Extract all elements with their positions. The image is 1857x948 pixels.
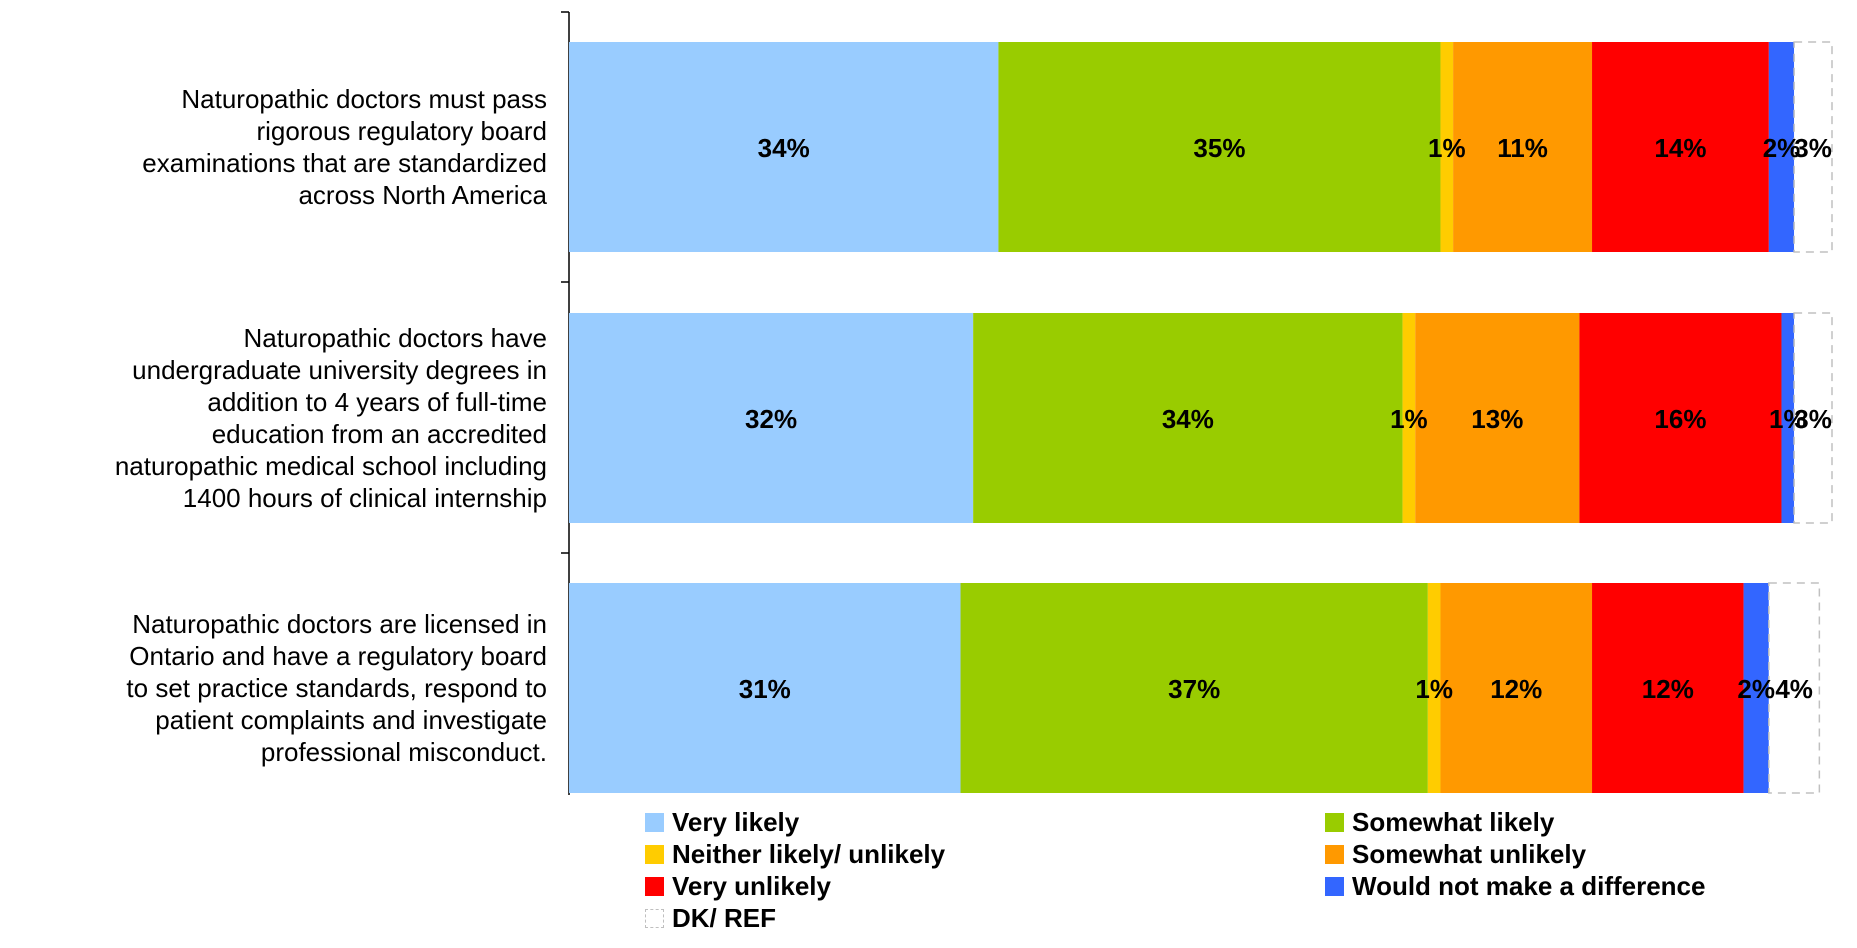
category-label-line: education from an accredited [211,419,547,449]
category-label-line: rigorous regulatory board [256,116,548,146]
legend-swatch [645,908,664,928]
legend-swatch [1325,812,1344,832]
bar-segment [1440,42,1454,252]
category-label-line: undergraduate university degrees in [132,355,547,385]
data-label: 2% [1737,674,1775,704]
category-label-line: 1400 hours of clinical internship [182,483,547,513]
legend-item: DK/ REF [645,902,776,934]
category-label-line: naturopathic medical school including [114,451,547,481]
bars [569,41,1833,794]
legend-swatch [645,812,664,832]
category-label: Naturopathic doctors must pass rigorous r… [0,83,547,211]
legend-swatch [645,876,664,896]
category-label-line: across North America [298,180,547,210]
data-label: 1% [1390,404,1428,434]
bar-segment [1768,42,1795,252]
legend-swatch [1325,876,1344,896]
legend-label: Somewhat likely [1352,806,1555,837]
bar-segment [569,313,974,523]
bar-segment [960,583,1428,793]
legend-label: Very likely [672,806,800,837]
bar-segment [973,313,1403,523]
category-label-line: professional misconduct. [260,737,547,767]
legend-swatch [1325,844,1344,864]
data-label: 12% [1490,674,1542,704]
bar-segment [1592,42,1769,252]
data-label: 3% [1794,133,1832,163]
category-label-line: to set practice standards, respond to [126,673,547,703]
data-label: 1% [1769,404,1807,434]
legend-item: Somewhat likely [1325,806,1554,838]
data-labels: 34% 35% 1% 11% 14% 2%3%32% 34% 1% 13% 16% 1%3%31% 3… [739,133,1832,704]
bar-segment [1579,313,1782,523]
category-label-line: Naturopathic doctors are licensed in [132,609,547,639]
legend-item: Very unlikely [645,870,831,902]
category-label-line: Naturopathic doctors must pass [181,84,547,114]
legend-label: Would not make a difference [1352,870,1706,901]
y-axis [561,11,570,795]
category-label-line: addition to 4 years of full-time [207,387,547,417]
bar-segment [1793,312,1833,524]
bar-segment [1415,313,1580,523]
data-label: 35% [1193,133,1245,163]
legend-item: Very likely [645,806,799,838]
legend-item: Somewhat unlikely [1325,838,1586,870]
category-label-line: Ontario and have a regulatory board [129,641,547,671]
bar-segment [1402,313,1416,523]
bar-segment [1440,583,1593,793]
data-label: 13% [1471,404,1523,434]
category-label-line: patient complaints and investigate [155,705,547,735]
data-label: 34% [758,133,810,163]
data-label: 1% [1428,133,1466,163]
data-label: 12% [1642,674,1694,704]
bar-segment [1592,583,1744,793]
data-label: 4% [1775,674,1813,704]
legend-label: Neither likely/ unlikely [672,838,946,869]
bar-segment [1768,582,1821,794]
legend-label: Very unlikely [672,870,831,901]
bar-segment [1743,583,1769,793]
legend-swatch [645,844,664,864]
data-label: 11% [1497,133,1548,163]
data-label: 32% [745,404,797,434]
bar-segment [569,42,999,252]
category-label: Naturopathic doctors have undergraduate u… [0,322,547,514]
bar-segment [1793,41,1833,253]
data-label: 31% [739,674,791,704]
category-label: Naturopathic doctors are licensed in Onta… [0,608,547,768]
data-label: 3% [1794,404,1832,434]
data-label: 37% [1168,674,1220,704]
legend-label: Somewhat unlikely [1352,838,1587,869]
data-label: 16% [1654,404,1706,434]
bar-segment [998,42,1441,252]
legend-item: Neither likely/ unlikely [645,838,945,870]
bar-segment [1427,583,1441,793]
legend-item: Would not make a difference [1325,870,1705,902]
category-label-line: Naturopathic doctors have [243,323,547,353]
data-label: 1% [1415,674,1453,704]
data-label: 34% [1162,404,1214,434]
bar-segment [1781,313,1795,523]
data-label: 2% [1763,133,1801,163]
bar-segment [1453,42,1593,252]
legend-label: DK/ REF [672,902,776,933]
data-label: 14% [1654,133,1706,163]
category-label-line: examinations that are standardized [142,148,547,178]
bar-segment [569,583,961,793]
